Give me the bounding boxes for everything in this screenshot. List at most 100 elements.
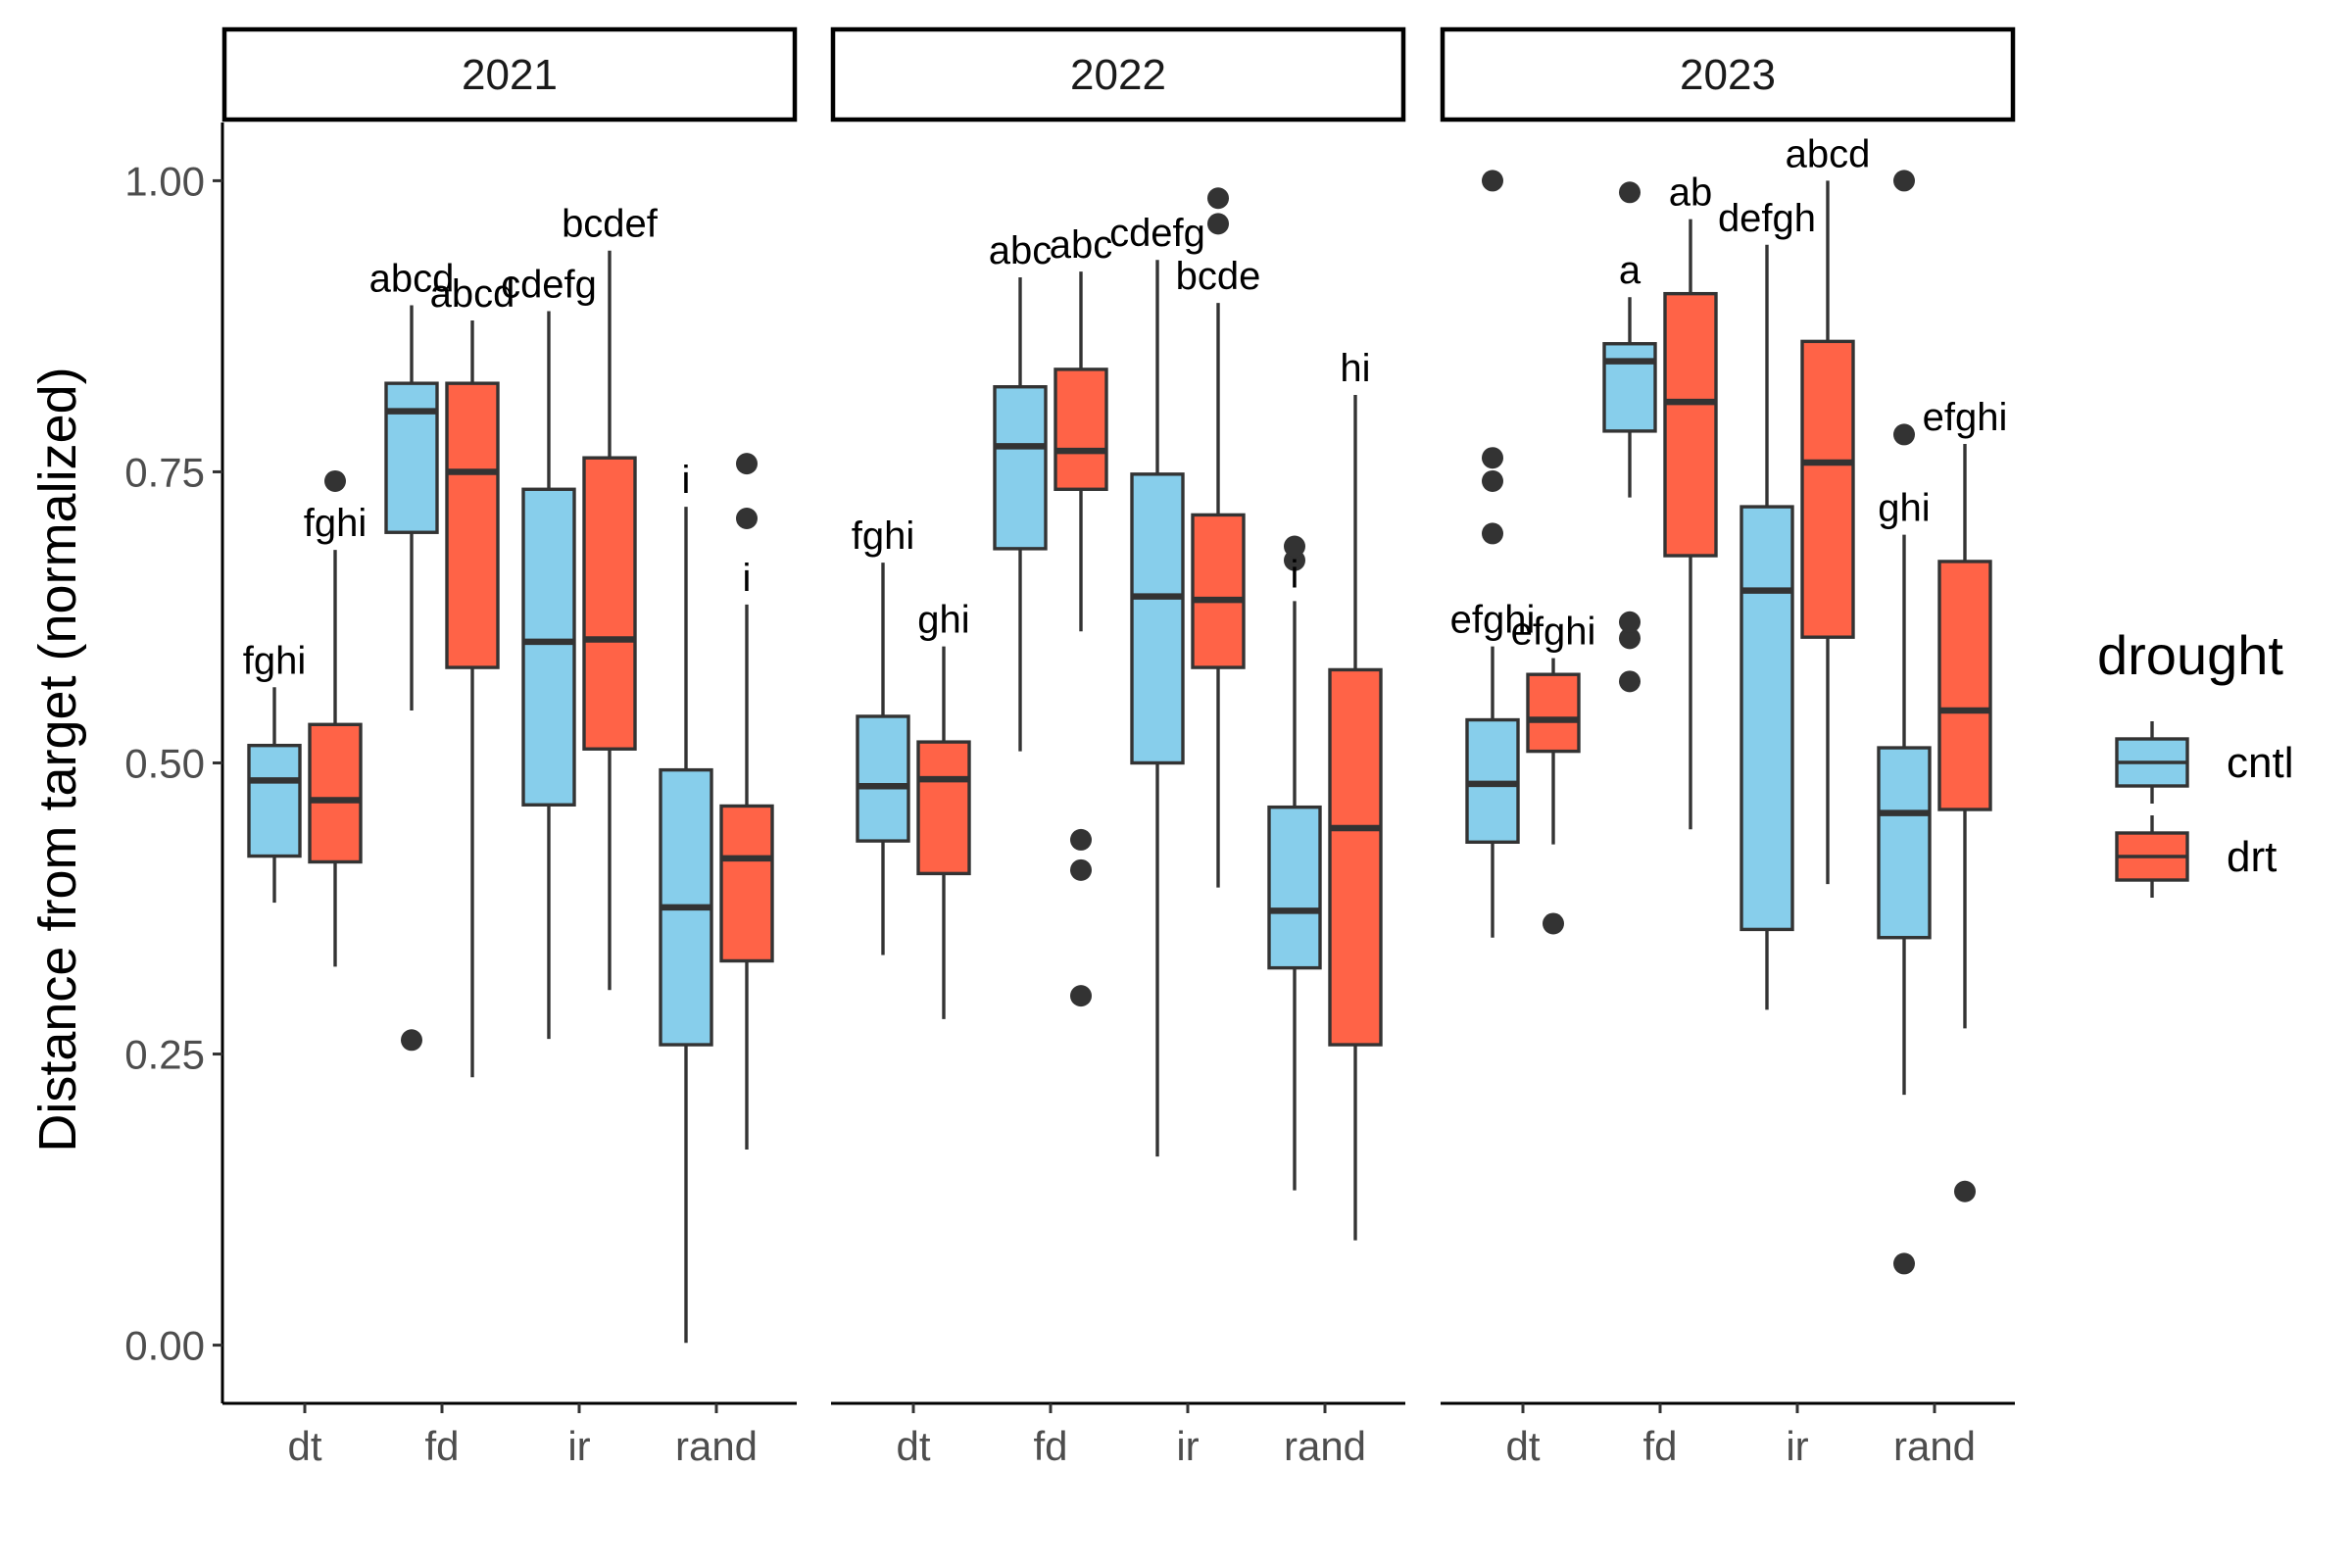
significance-letter: i	[743, 557, 752, 600]
y-tick-label: 0.25	[124, 1032, 205, 1078]
significance-letter: efghi	[1511, 611, 1596, 654]
box-ir-drt: bcdef	[562, 203, 659, 991]
box-rand-drt: hi	[1328, 347, 1383, 1241]
box-rand-cntl: i	[1267, 535, 1322, 1191]
significance-letter: ghi	[917, 599, 969, 642]
outlier-point	[1070, 828, 1092, 851]
box-iqr	[1663, 291, 1718, 558]
outlier-point	[1482, 170, 1503, 192]
box-ir-drt: bcde	[1176, 187, 1261, 888]
significance-letter: bcde	[1176, 255, 1261, 298]
box-rand-cntl: ghi	[1877, 170, 1932, 1275]
outlier-point	[1284, 535, 1305, 558]
outlier-point	[1619, 611, 1641, 633]
outlier-point	[1893, 1252, 1915, 1275]
outlier-point	[736, 507, 758, 529]
x-tick-label: ir	[567, 1423, 590, 1469]
box-fd-cntl: a	[1602, 181, 1657, 693]
significance-letter: fghi	[304, 502, 368, 545]
outlier-point	[736, 453, 758, 475]
outlier-point	[1893, 170, 1915, 192]
box-iqr	[1526, 672, 1581, 754]
x-tick-label: ir	[1786, 1423, 1808, 1469]
box-iqr	[1328, 667, 1383, 1047]
box-ir-drt: abcd	[1786, 132, 1870, 885]
y-tick-label: 0.75	[124, 449, 205, 495]
significance-letter: bcdef	[562, 203, 659, 246]
y-axis-title: Distance from target (normalized)	[28, 367, 87, 1152]
box-rand-drt: efghi	[1923, 396, 2008, 1202]
box-iqr	[916, 740, 971, 876]
outlier-point	[1482, 522, 1503, 545]
facet-strip	[1440, 26, 2016, 122]
box-fd-drt: abc	[1050, 223, 1113, 1007]
outlier-point	[1619, 181, 1641, 204]
outlier-point	[1893, 423, 1915, 446]
box-iqr	[1740, 505, 1794, 932]
box-iqr	[1267, 805, 1322, 970]
box-iqr	[1130, 472, 1185, 765]
significance-letter: hi	[1340, 347, 1370, 390]
outlier-point	[1070, 858, 1092, 881]
box-dt-drt: efghi	[1511, 611, 1596, 935]
box-dt-drt: ghi	[916, 599, 971, 1019]
significance-letter: abc	[1050, 223, 1113, 267]
box-iqr	[384, 381, 439, 534]
significance-letter: i	[682, 459, 691, 502]
box-iqr	[247, 743, 302, 858]
box-dt-cntl: efghi	[1450, 170, 1535, 938]
x-tick-label: fd	[1033, 1423, 1067, 1469]
y-tick-label: 0.00	[124, 1323, 205, 1369]
x-tick-label: fd	[1642, 1423, 1677, 1469]
x-tick-label: dt	[287, 1423, 321, 1469]
facet-strip-label: 2022	[1070, 51, 1166, 99]
box-dt-cntl: fghi	[852, 514, 915, 956]
facet-strip-label: 2023	[1680, 51, 1776, 99]
legend-label: drt	[2227, 833, 2277, 881]
significance-letter: fghi	[243, 639, 307, 682]
outlier-point	[324, 469, 346, 492]
box-fd-cntl: abc	[989, 229, 1052, 752]
significance-letter: defgh	[1718, 197, 1816, 240]
box-ir-cntl: defgh	[1718, 197, 1816, 1010]
y-tick-label: 1.00	[124, 158, 205, 204]
significance-letter: cdefg	[1109, 212, 1205, 255]
legend-item-drt: drt	[2115, 815, 2277, 898]
outlier-point	[401, 1029, 422, 1052]
box-fd-drt: ab	[1663, 172, 1718, 830]
significance-letter: cdefg	[501, 263, 597, 306]
panel-2021: 2021 0.00 0.25 0.50 0.75 1.00 dt fd ir rand fghi fg…	[124, 26, 798, 1469]
box-iqr	[1877, 746, 1932, 940]
box-rand-cntl: i	[659, 459, 713, 1344]
outlier-point	[1207, 213, 1229, 235]
outlier-point	[1070, 985, 1092, 1007]
y-tick-label: 0.50	[124, 741, 205, 787]
significance-letter: efghi	[1923, 396, 2008, 439]
box-ir-cntl: cdefg	[501, 263, 597, 1040]
box-iqr	[1937, 560, 1992, 811]
facet-strip	[830, 26, 1406, 122]
significance-letter: fghi	[852, 514, 915, 558]
x-tick-label: dt	[1505, 1423, 1540, 1469]
box-iqr	[1800, 339, 1855, 639]
outlier-point	[1954, 1180, 1976, 1202]
significance-letter: ab	[1669, 172, 1713, 215]
outlier-point	[1482, 469, 1503, 492]
outlier-point	[1207, 187, 1229, 210]
outlier-point	[1482, 447, 1503, 469]
outlier-point	[1619, 627, 1641, 650]
x-tick-label: fd	[424, 1423, 459, 1469]
outlier-point	[1543, 912, 1564, 935]
significance-letter: i	[1291, 553, 1299, 596]
legend-keys: cntl drt	[2115, 721, 2293, 898]
x-tick-label: dt	[896, 1423, 930, 1469]
box-iqr	[719, 804, 774, 963]
facet-strip-label: 2021	[462, 51, 558, 99]
legend: drought cntl drt	[2097, 624, 2293, 898]
outlier-point	[1619, 670, 1641, 693]
x-tick-label: ir	[1176, 1423, 1199, 1469]
box-dt-cntl: fghi	[243, 639, 307, 904]
